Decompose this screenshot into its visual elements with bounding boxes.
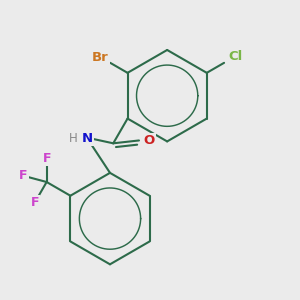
Text: N: N <box>82 132 93 145</box>
Text: Cl: Cl <box>228 50 243 63</box>
Text: F: F <box>42 152 51 164</box>
Text: F: F <box>30 196 39 209</box>
Text: H: H <box>69 132 78 145</box>
Text: F: F <box>19 169 28 182</box>
Text: Br: Br <box>92 51 109 64</box>
Text: O: O <box>144 134 155 147</box>
